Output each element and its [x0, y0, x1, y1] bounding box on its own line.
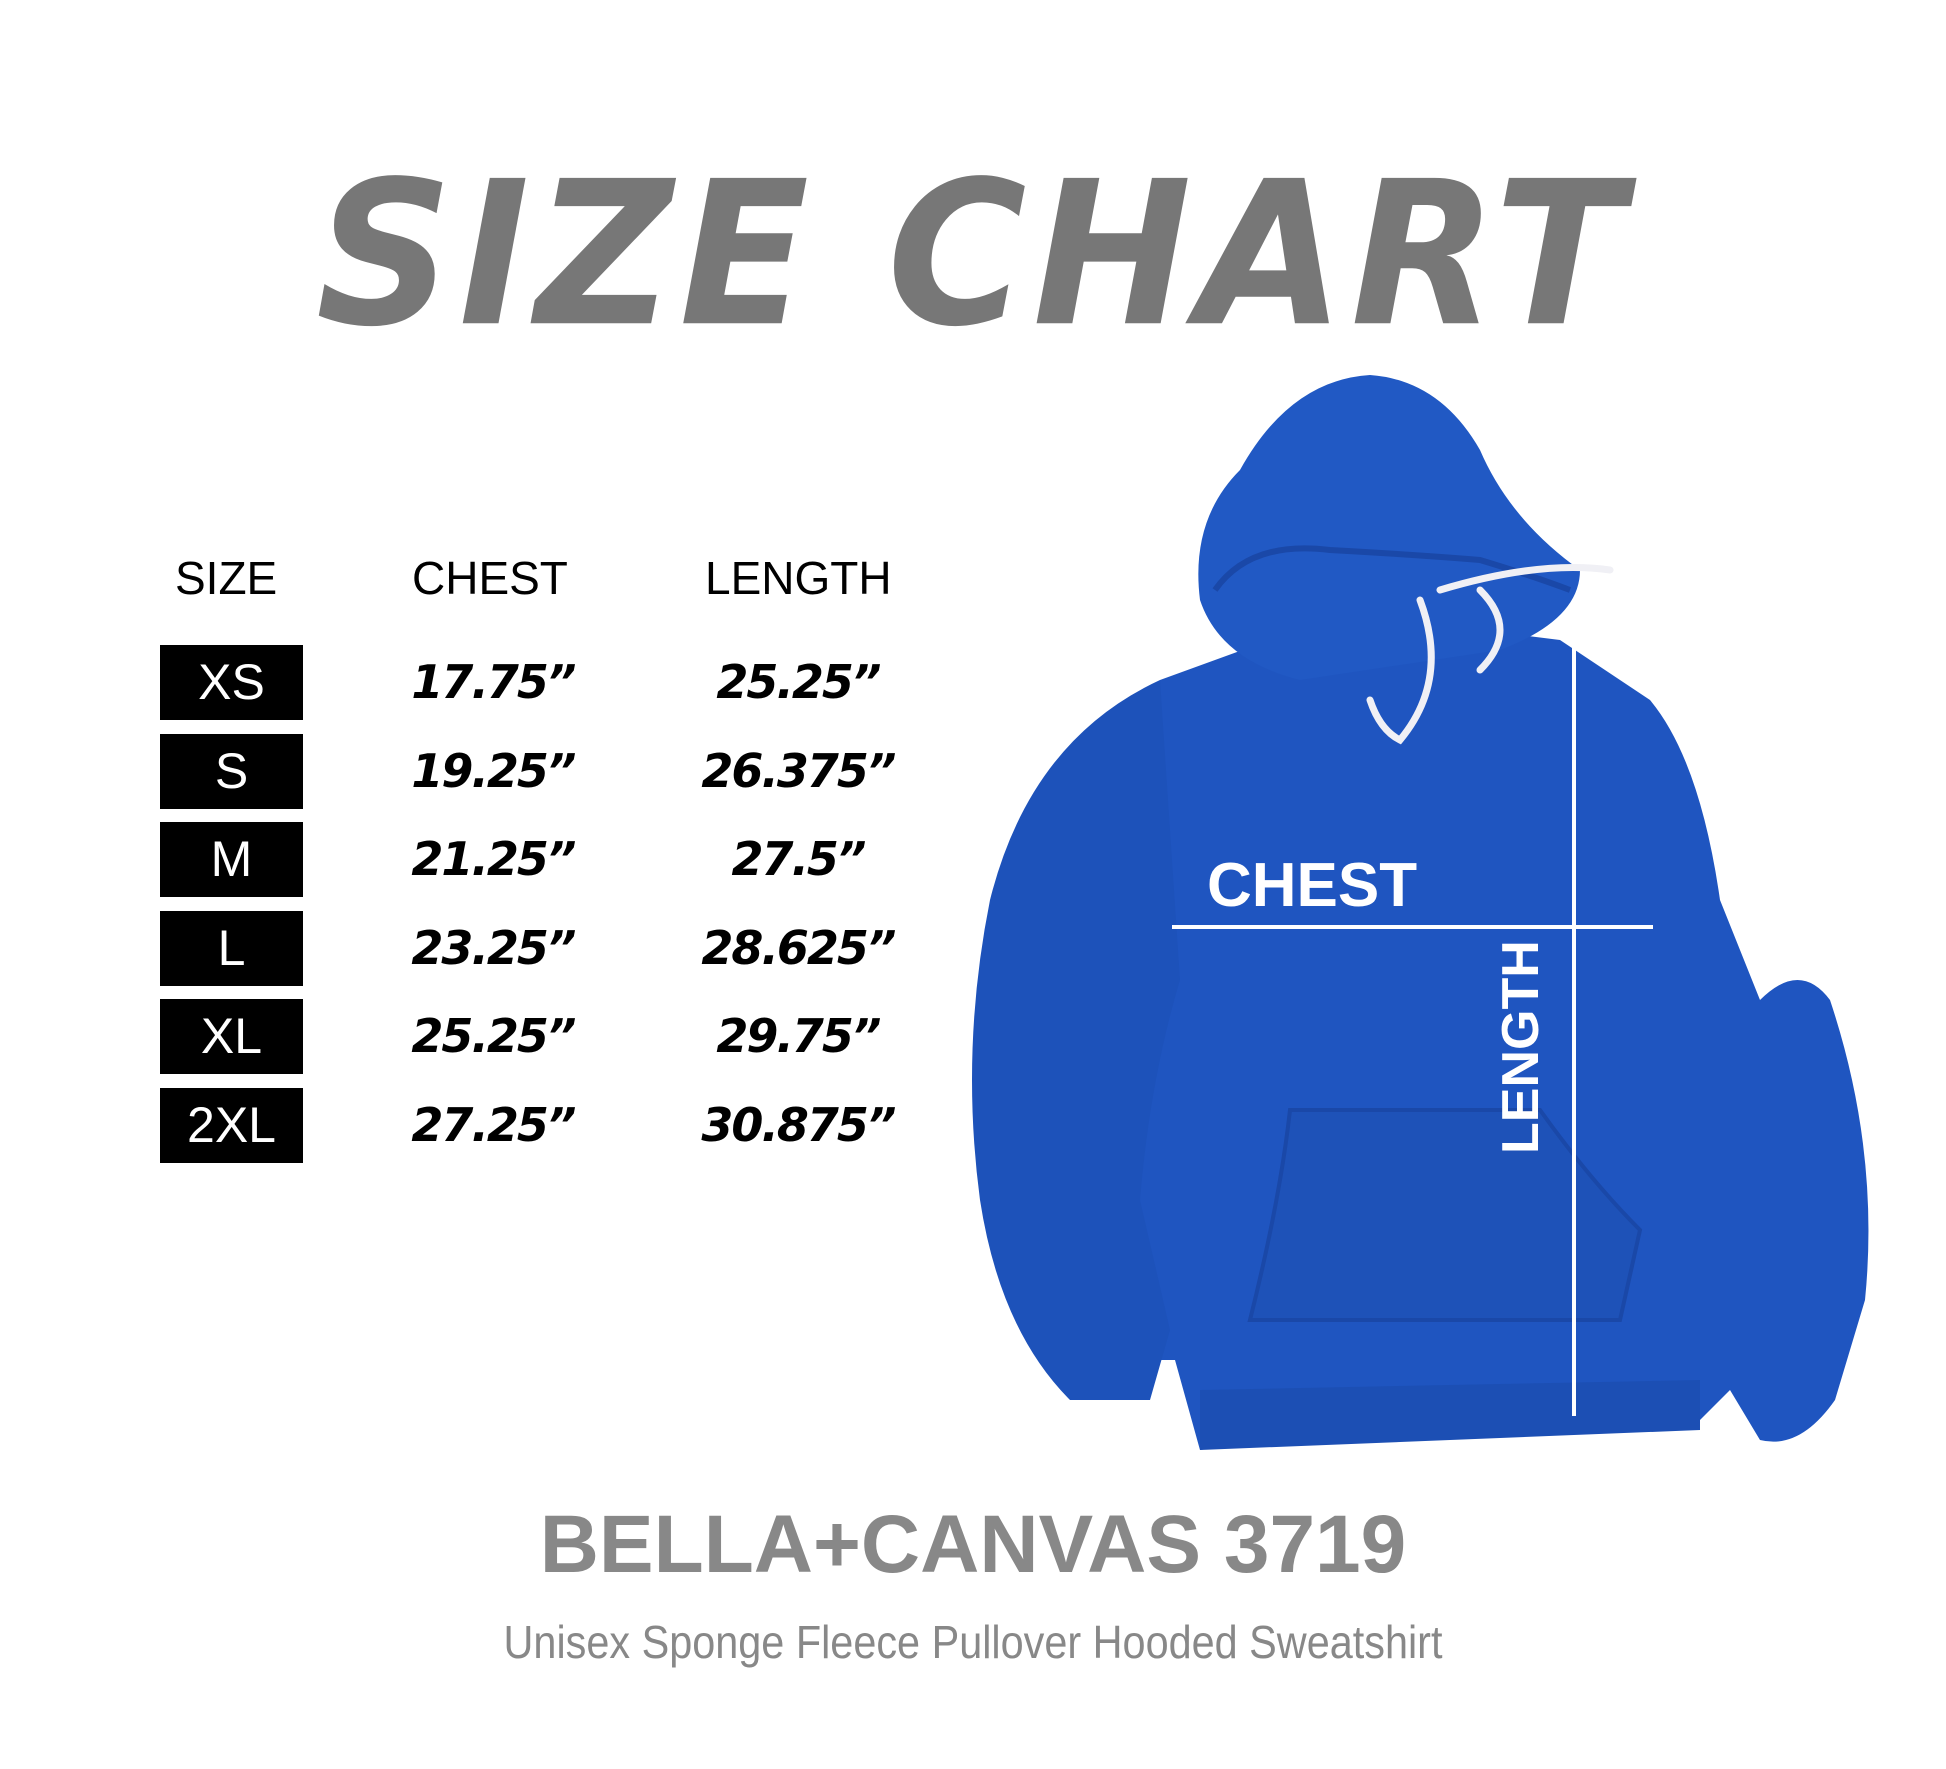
size-badge: M — [160, 822, 303, 898]
header-size: SIZE — [175, 552, 278, 604]
length-value: 26.375” — [701, 743, 896, 798]
product-name: BELLA+CANVAS 3719 — [539, 1499, 1407, 1590]
header-chest: CHEST — [412, 552, 568, 604]
length-value: 25.25” — [716, 655, 881, 709]
product-description: Unisex Sponge Fleece Pullover Hooded Swe… — [503, 1616, 1443, 1668]
length-label: LENGTH — [1492, 940, 1550, 1154]
length-value: 29.75” — [716, 1009, 881, 1064]
chest-value: 27.25” — [411, 1098, 576, 1152]
chest-value: 25.25” — [411, 1009, 576, 1064]
size-badge: 2XL — [160, 1088, 303, 1163]
size-badge: XS — [160, 645, 303, 720]
length-value: 28.625” — [701, 920, 896, 975]
hoodie-image — [972, 375, 1869, 1450]
chest-value: 17.75” — [411, 655, 576, 709]
chest-label: CHEST — [1207, 851, 1417, 920]
chest-value: 23.25” — [411, 920, 576, 975]
chest-value: 19.25” — [411, 743, 576, 798]
page-title: SIZE CHART — [315, 138, 1631, 371]
size-badge: XL — [160, 999, 303, 1075]
size-badge: L — [160, 910, 303, 986]
chest-value: 21.25” — [411, 832, 576, 887]
size-badge: S — [160, 733, 303, 809]
length-value: 27.5” — [731, 832, 866, 887]
length-value: 30.875” — [701, 1098, 896, 1152]
header-length: LENGTH — [705, 552, 892, 604]
